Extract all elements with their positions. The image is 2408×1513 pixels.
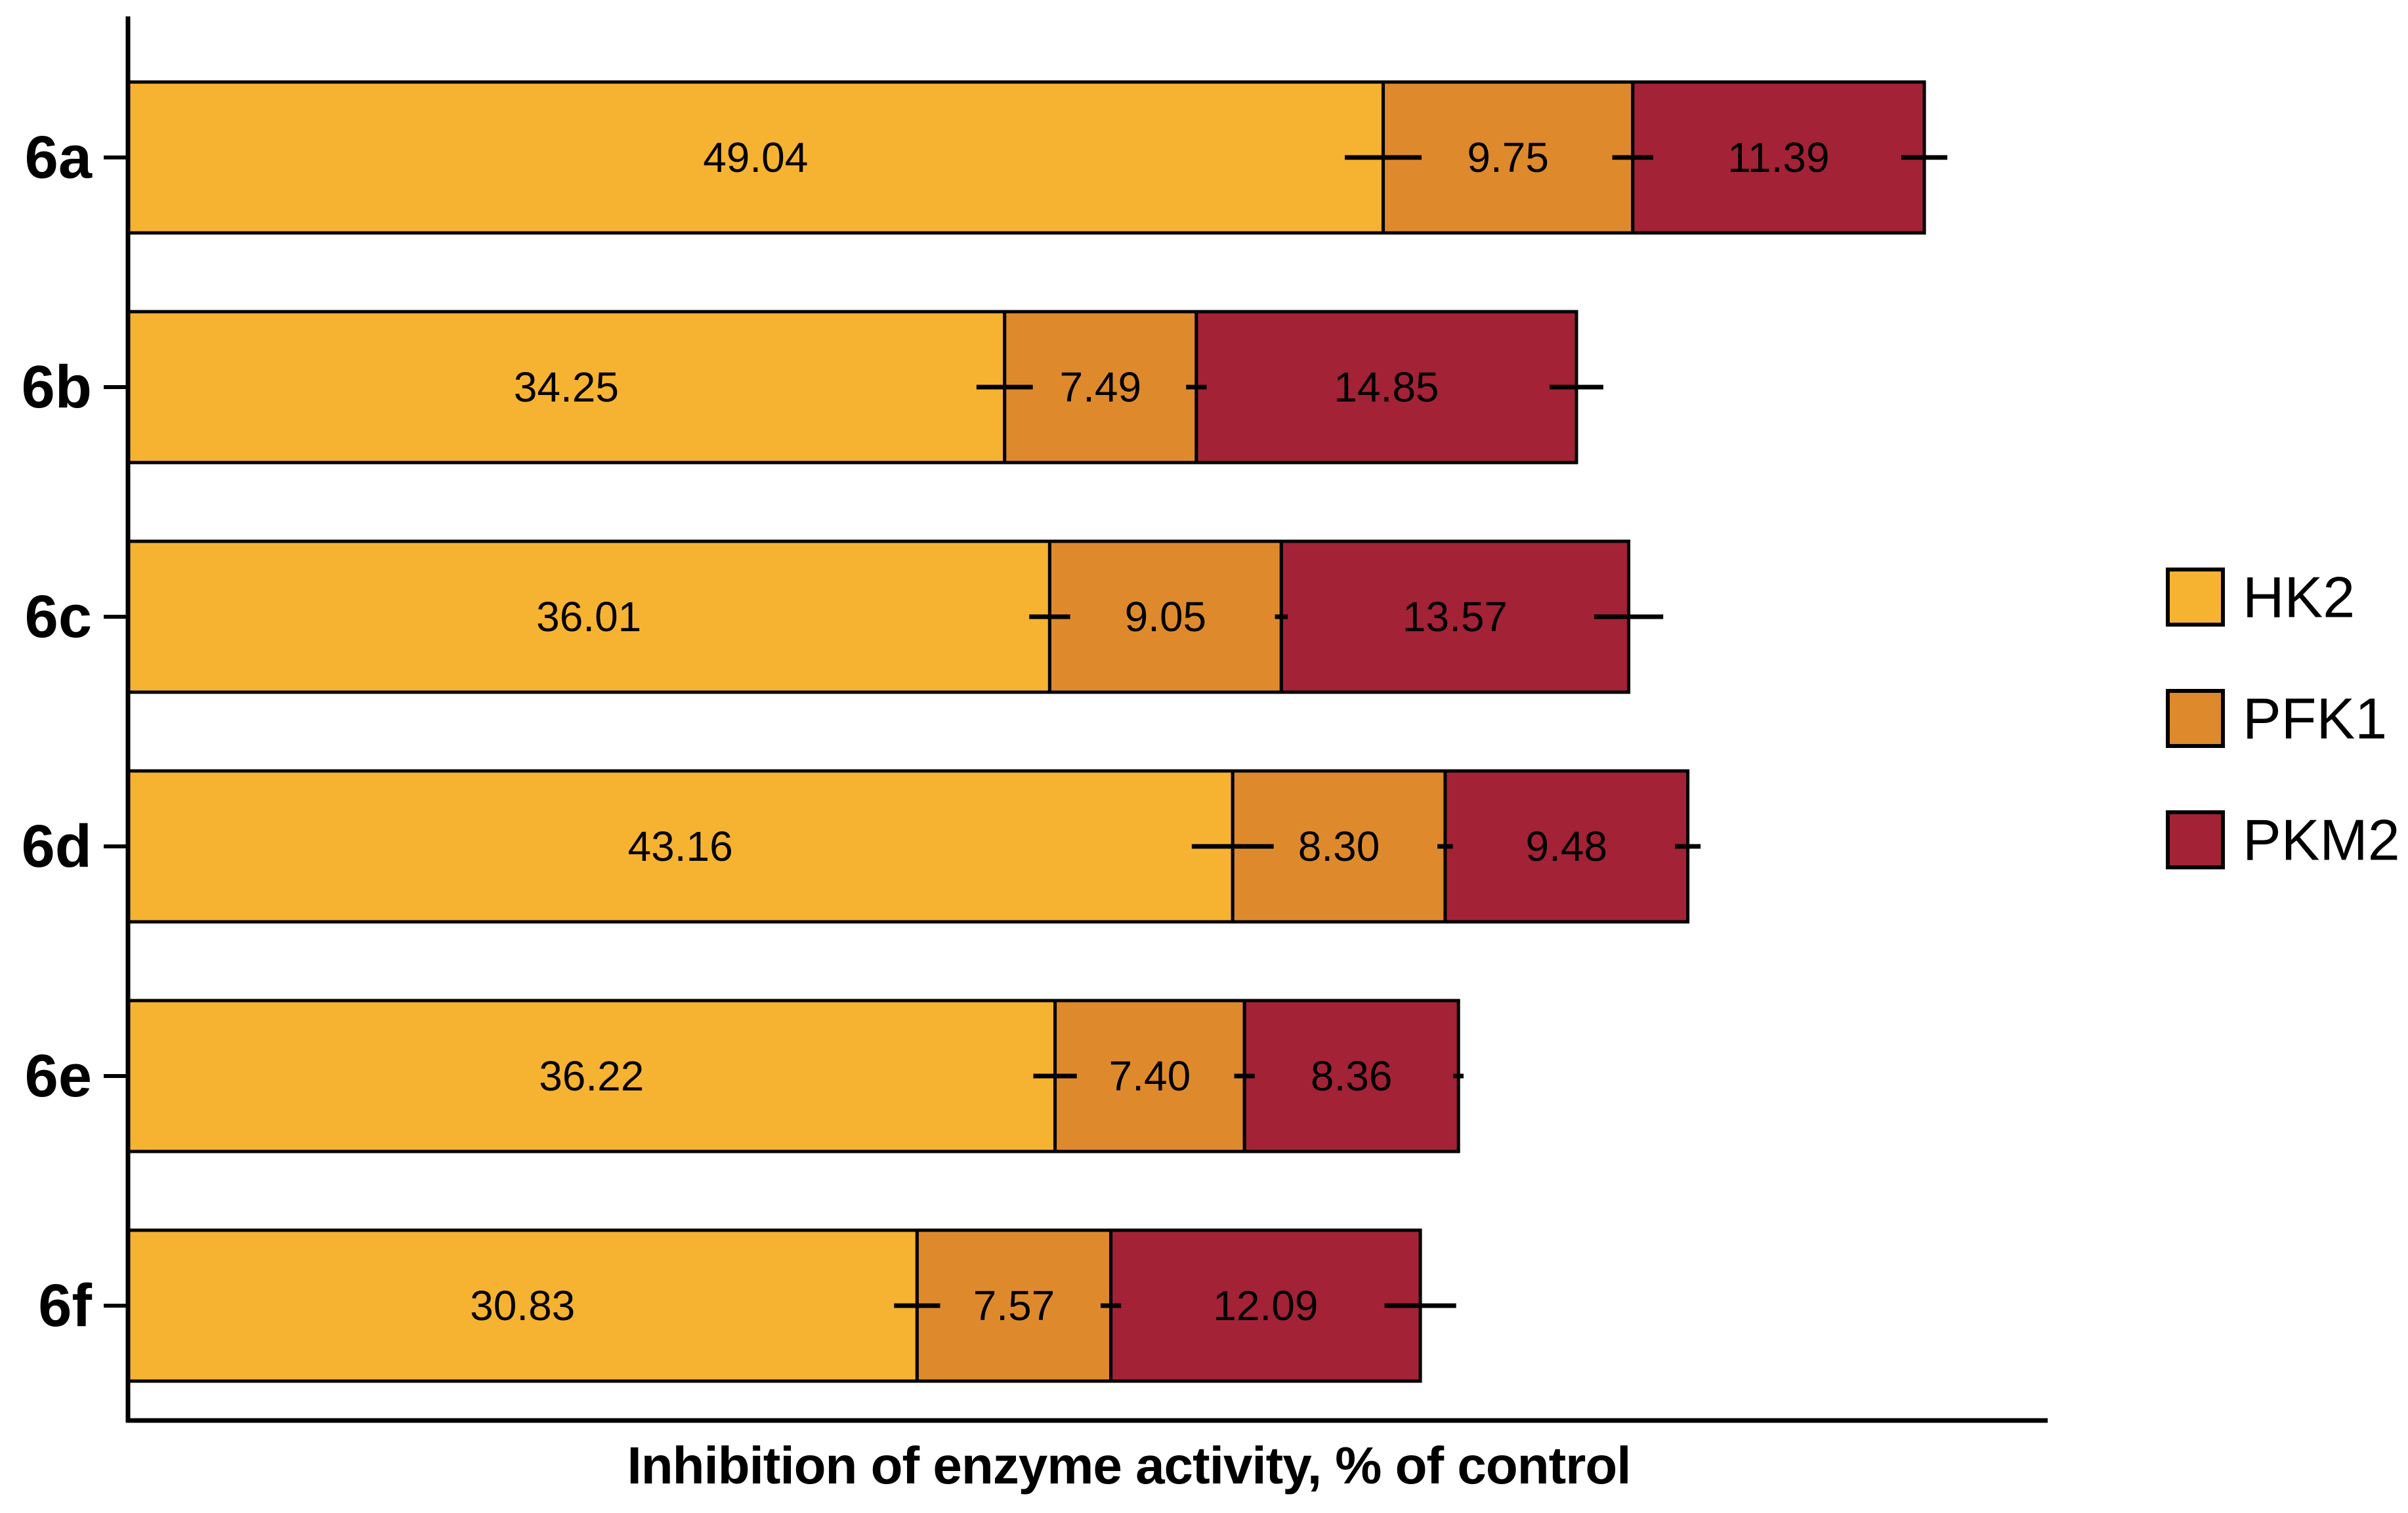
category-label-6f: 6f (38, 1272, 92, 1339)
value-label-6b-HK2: 34.25 (514, 363, 619, 411)
value-label-6c-HK2: 36.01 (536, 593, 641, 640)
value-label-6f-HK2: 30.83 (470, 1282, 575, 1329)
bar-segment-6d-HK2 (126, 769, 1235, 924)
bar-segment-6b-PFK1 (1003, 310, 1198, 465)
value-label-6a-PKM2: 11.39 (1727, 134, 1829, 181)
bar-segment-6a-PFK1 (1382, 80, 1635, 235)
bar-segment-6e-PFK1 (1053, 999, 1246, 1153)
value-label-6d-PKM2: 9.48 (1526, 823, 1608, 870)
legend-swatch-PKM2 (2166, 810, 2225, 869)
category-label-6c: 6c (25, 583, 92, 650)
value-label-6a-HK2: 49.04 (703, 134, 808, 181)
value-label-6c-PKM2: 13.57 (1403, 593, 1508, 640)
value-label-6a-PFK1: 9.75 (1467, 134, 1549, 181)
value-label-6c-PFK1: 9.05 (1125, 593, 1207, 640)
category-label-6e: 6e (25, 1043, 92, 1109)
category-label-6a: 6a (25, 124, 93, 191)
bar-segment-6a-PKM2 (1631, 80, 1926, 235)
legend-label-PKM2: PKM2 (2243, 808, 2400, 873)
x-axis-title: Inhibition of enzyme activity, % of cont… (627, 1436, 1632, 1495)
bar-segment-6e-HK2 (126, 999, 1057, 1153)
value-label-6d-PFK1: 8.30 (1298, 823, 1380, 870)
legend-label-PFK1: PFK1 (2243, 686, 2387, 751)
bar-segment-6a-HK2 (126, 80, 1385, 235)
category-label-6b: 6b (22, 354, 92, 421)
bar-segment-6c-HK2 (126, 539, 1051, 694)
value-label-6f-PKM2: 12.09 (1213, 1282, 1318, 1329)
legend-swatch-HK2 (2166, 568, 2225, 627)
category-label-6d: 6d (22, 813, 92, 880)
legend-label-HK2: HK2 (2243, 565, 2355, 630)
value-label-6b-PKM2: 14.85 (1334, 363, 1439, 411)
value-label-6f-PFK1: 7.57 (973, 1282, 1055, 1329)
value-label-6e-PKM2: 8.36 (1311, 1052, 1393, 1100)
bar-segment-6d-PKM2 (1443, 769, 1690, 924)
legend-swatch-PFK1 (2166, 689, 2225, 748)
bar-segment-6b-HK2 (126, 310, 1007, 465)
value-label-6d-HK2: 43.16 (628, 823, 733, 870)
value-label-6e-PFK1: 7.40 (1109, 1052, 1191, 1100)
value-label-6e-HK2: 36.22 (539, 1052, 644, 1100)
value-label-6b-PFK1: 7.49 (1060, 363, 1142, 411)
